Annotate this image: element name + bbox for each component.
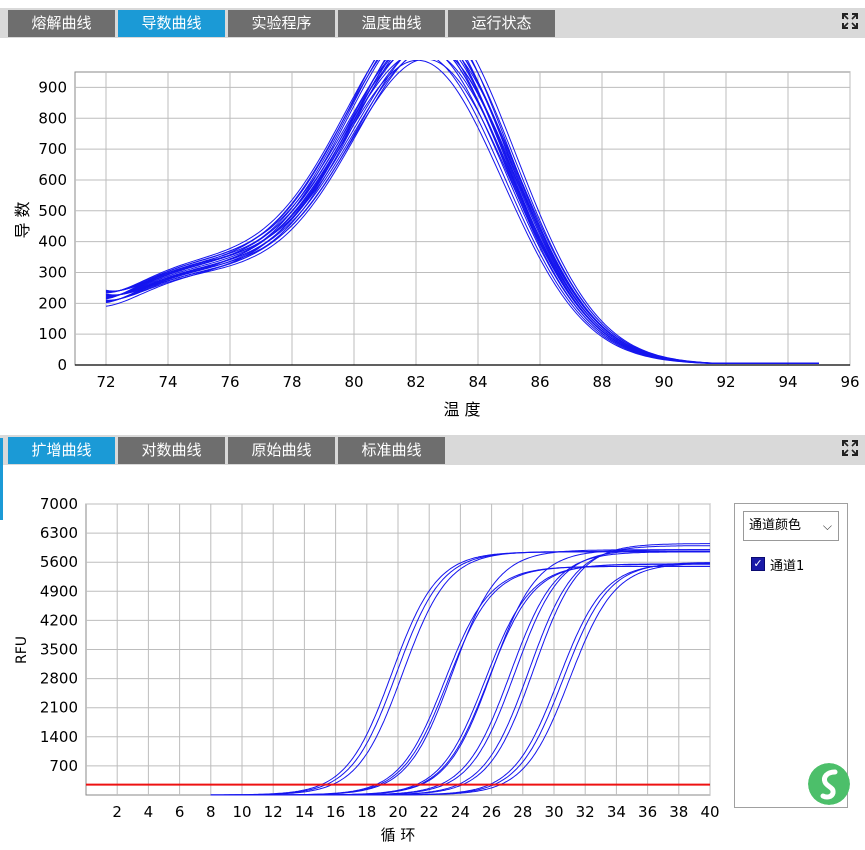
channel-panel: 通道颜色 ⌵ ✓ 通道1 <box>734 503 848 808</box>
x-tick-label: 76 <box>220 373 239 391</box>
tab-log-curve[interactable]: 对数曲线 <box>118 437 225 464</box>
x-tick-label: 22 <box>420 803 439 821</box>
y-axis-title: 导 数 <box>13 201 32 238</box>
x-tick-label: 6 <box>175 803 185 821</box>
y-tick-label: 700 <box>38 140 67 158</box>
y-tick-label: 7000 <box>40 495 78 513</box>
y-tick-label: 600 <box>38 171 67 189</box>
x-tick-label: 30 <box>544 803 563 821</box>
x-tick-label: 10 <box>232 803 251 821</box>
y-tick-label: 400 <box>38 233 67 251</box>
x-tick-label: 12 <box>264 803 283 821</box>
x-tick-label: 36 <box>638 803 657 821</box>
x-tick-label: 78 <box>282 373 301 391</box>
legend-label: 通道1 <box>770 558 805 574</box>
x-tick-label: 88 <box>592 373 611 391</box>
x-tick-label: 84 <box>468 373 487 391</box>
tab-experiment-program[interactable]: 实验程序 <box>228 10 335 37</box>
channel-color-select[interactable]: 通道颜色 ⌵ <box>743 511 839 541</box>
expand-icon[interactable] <box>842 13 858 29</box>
x-tick-label: 18 <box>357 803 376 821</box>
top-tab-bar: 熔解曲线 导数曲线 实验程序 温度曲线 运行状态 <box>0 8 865 38</box>
x-tick-label: 80 <box>344 373 363 391</box>
y-tick-label: 2800 <box>40 670 78 688</box>
legend-item-channel1[interactable]: ✓ 通道1 <box>751 555 805 574</box>
y-tick-label: 300 <box>38 263 67 281</box>
panel-edge-accent <box>0 438 3 520</box>
x-tick-label: 74 <box>158 373 177 391</box>
y-tick-label: 200 <box>38 294 67 312</box>
x-tick-label: 92 <box>716 373 735 391</box>
bottom-tab-bar: 扩增曲线 对数曲线 原始曲线 标准曲线 <box>0 435 865 465</box>
plot-area <box>74 71 851 366</box>
x-tick-label: 90 <box>654 373 673 391</box>
y-axis-title: RFU <box>14 636 30 664</box>
tab-derivative-curve[interactable]: 导数曲线 <box>118 10 225 37</box>
chevron-down-icon: ⌵ <box>822 519 832 533</box>
y-tick-label: 4200 <box>40 611 78 629</box>
tab-raw-curve[interactable]: 原始曲线 <box>228 437 335 464</box>
tab-amplification-curve[interactable]: 扩增曲线 <box>8 437 115 464</box>
derivative-series-line <box>106 60 819 364</box>
x-tick-label: 4 <box>144 803 154 821</box>
tab-run-status[interactable]: 运行状态 <box>448 10 555 37</box>
channel1-checkbox[interactable]: ✓ <box>751 557 765 571</box>
x-tick-label: 24 <box>451 803 470 821</box>
app-logo-icon <box>808 763 850 805</box>
y-tick-label: 5600 <box>40 553 78 571</box>
x-tick-label: 2 <box>112 803 122 821</box>
x-tick-label: 86 <box>530 373 549 391</box>
y-tick-label: 800 <box>38 109 67 127</box>
x-tick-label: 20 <box>388 803 407 821</box>
x-tick-label: 72 <box>96 373 115 391</box>
y-tick-label: 3500 <box>40 641 78 659</box>
x-tick-label: 82 <box>406 373 425 391</box>
x-tick-label: 40 <box>700 803 719 821</box>
x-tick-label: 16 <box>326 803 345 821</box>
x-tick-label: 32 <box>576 803 595 821</box>
x-tick-label: 26 <box>482 803 501 821</box>
y-tick-label: 6300 <box>40 524 78 542</box>
y-tick-label: 100 <box>38 325 67 343</box>
x-axis-title: 循 环 <box>381 826 416 844</box>
x-tick-label: 34 <box>607 803 626 821</box>
y-tick-label: 4900 <box>40 582 78 600</box>
x-tick-label: 38 <box>669 803 688 821</box>
x-axis-title: 温 度 <box>443 400 480 419</box>
y-tick-label: 700 <box>49 757 78 775</box>
y-tick-label: 0 <box>57 356 67 374</box>
channel-select-value: 通道颜色 <box>749 518 802 533</box>
y-tick-label: 2100 <box>40 699 78 717</box>
x-tick-label: 96 <box>840 373 859 391</box>
tab-melt-curve[interactable]: 熔解曲线 <box>8 10 115 37</box>
amplification-chart: 2 4 6 8 10 12 14 16 18 20 22 24 26 28 30 32 34 36 38 407001… <box>14 495 720 844</box>
x-tick-label: 8 <box>206 803 216 821</box>
tab-standard-curve[interactable]: 标准曲线 <box>338 437 445 464</box>
x-tick-label: 14 <box>295 803 314 821</box>
derivative-chart: 72 74 76 78 80 82 84 86 88 90 92 94 96 0 100 200 300 400 5… <box>13 60 860 419</box>
tab-temperature-curve[interactable]: 温度曲线 <box>338 10 445 37</box>
y-tick-label: 900 <box>38 78 67 96</box>
expand-icon[interactable] <box>842 440 858 456</box>
x-tick-label: 28 <box>513 803 532 821</box>
y-tick-label: 1400 <box>40 728 78 746</box>
x-tick-label: 94 <box>778 373 797 391</box>
y-tick-label: 500 <box>38 202 67 220</box>
amplification-series-line <box>210 563 710 796</box>
